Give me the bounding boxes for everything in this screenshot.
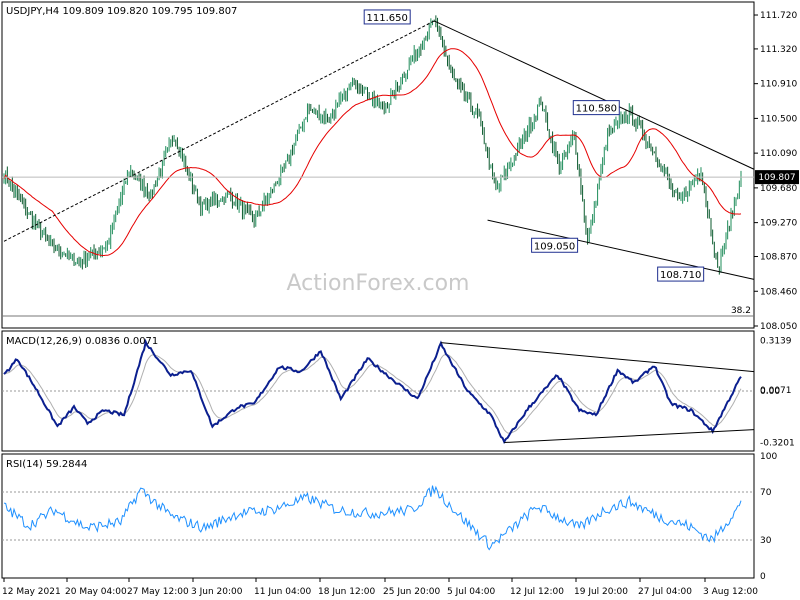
time-tick-label: 18 Jun 12:00 [318, 587, 375, 597]
rsi-tick-label: 0 [760, 572, 766, 582]
last-price-label: 109.807 [758, 173, 795, 183]
rsi-tick-label: 100 [760, 452, 777, 462]
price-tick-label: 108.460 [760, 287, 797, 297]
price-tick-label: 108.870 [760, 253, 797, 263]
time-tick-label: 3 Aug 12:00 [703, 587, 758, 597]
candles [3, 15, 742, 275]
fib-label: 38.2 [731, 306, 751, 316]
symbol-header: USDJPY,H4 109.809 109.820 109.795 109.80… [6, 6, 237, 17]
falling-trend-line [433, 20, 755, 170]
moving-average-line [3, 48, 742, 257]
price-annotation: 109.050 [534, 241, 575, 252]
price-tick-label: 111.720 [760, 11, 797, 21]
price-tick-label: 111.320 [760, 45, 797, 55]
macd-tick-label: 0.0071 [760, 386, 792, 396]
time-tick-label: 11 Jun 04:00 [254, 587, 311, 597]
price-annotation: 110.580 [576, 104, 617, 115]
macd-line [3, 338, 742, 445]
price-tick-label: 109.680 [760, 184, 797, 194]
time-tick-label: 25 Jun 20:00 [383, 587, 440, 597]
price-annotation-box [531, 237, 579, 253]
time-tick-label: 27 May 12:00 [127, 587, 189, 597]
rsi-line [3, 485, 742, 551]
price-annotation-box [363, 9, 411, 25]
price-tick-label: 109.270 [760, 219, 797, 229]
macd-tick-label: 0.00 [760, 387, 780, 397]
macd-tick-label: 0.3139 [760, 336, 792, 346]
macd-tick-label: -0.3201 [760, 439, 795, 449]
macd-upper-trend-line [440, 342, 755, 373]
price-panel [1, 1, 755, 329]
price-annotation: 111.650 [367, 13, 408, 24]
time-tick-label: 20 May 04:00 [65, 587, 127, 597]
watermark: ActionForex.com [287, 271, 470, 296]
price-annotation: 108.710 [660, 270, 701, 281]
time-tick-label: 19 Jul 20:00 [574, 587, 628, 597]
rising-channel-line [3, 20, 435, 242]
price-tick-label: 108.050 [760, 322, 797, 332]
rsi-tick-label: 70 [760, 488, 772, 498]
price-tick-label: 110.910 [760, 80, 797, 90]
macd-label: MACD(12,26,9) 0.0836 0.0071 [6, 336, 158, 347]
price-tick-label: 110.090 [760, 149, 797, 159]
time-tick-label: 3 Jun 20:00 [191, 587, 243, 597]
price-tick-label: 110.500 [760, 114, 797, 124]
rsi-tick-label: 30 [760, 536, 772, 546]
lower-trend-line [487, 219, 755, 280]
rsi-panel [1, 453, 755, 579]
time-tick-label: 27 Jul 04:00 [638, 587, 692, 597]
time-tick-label: 12 Jul 12:00 [510, 587, 564, 597]
last-price-box [755, 170, 799, 185]
price-annotation-box [572, 100, 620, 116]
macd-lower-trend-line [504, 429, 755, 444]
price-annotation-box [657, 266, 705, 282]
rsi-label: RSI(14) 59.2844 [6, 459, 87, 470]
time-tick-label: 12 May 2021 [2, 587, 61, 597]
time-tick-label: 5 Jul 04:00 [447, 587, 496, 597]
